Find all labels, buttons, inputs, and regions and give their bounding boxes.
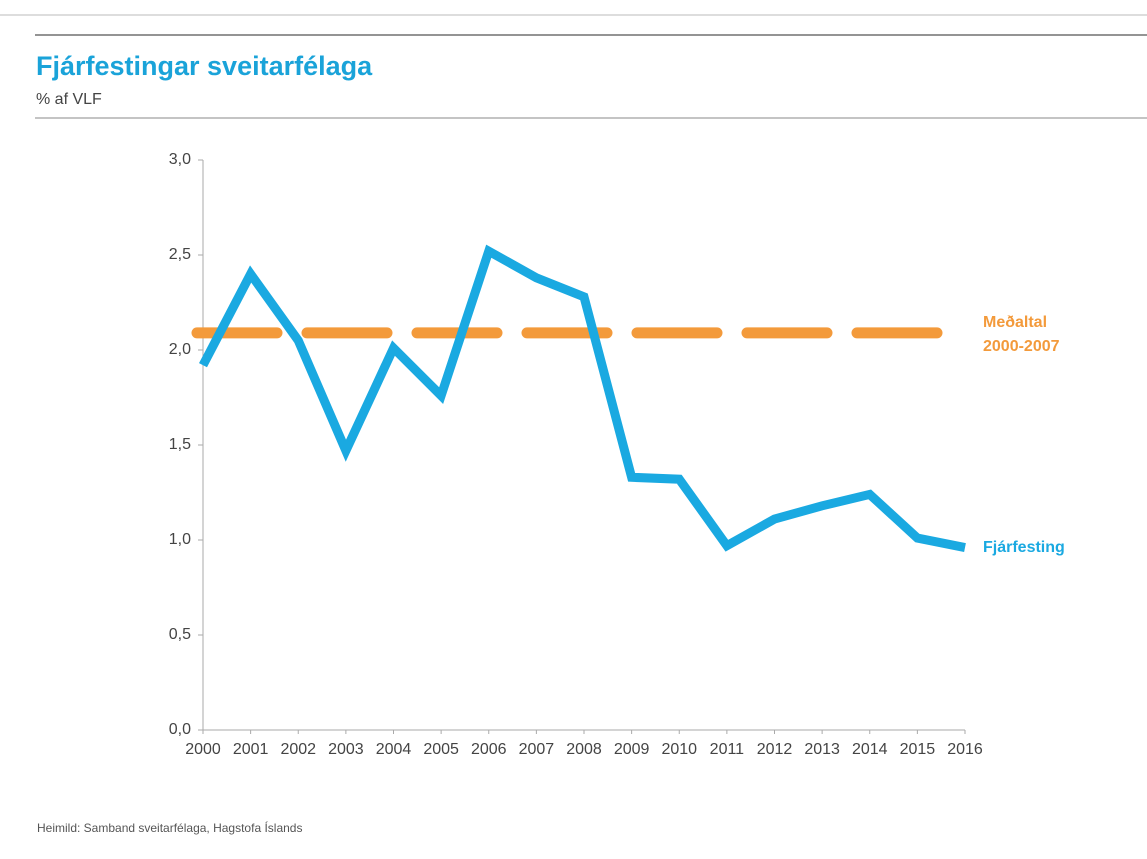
- x-tick-label: 2010: [661, 741, 697, 758]
- chart-title: Fjárfestingar sveitarfélaga: [36, 51, 373, 81]
- x-tick-label: 2013: [804, 741, 840, 758]
- x-tick-label: 2006: [471, 741, 507, 758]
- y-tick-label: 2,0: [169, 341, 191, 358]
- x-tick-label: 2011: [710, 741, 745, 758]
- y-tick-label: 0,5: [169, 626, 191, 643]
- x-tick-label: 2005: [423, 741, 459, 758]
- x-tick-label: 2016: [947, 741, 983, 758]
- x-tick-label: 2014: [852, 741, 888, 758]
- x-tick-label: 2000: [185, 741, 221, 758]
- series-label: Fjárfesting: [983, 539, 1065, 556]
- x-tick-label: 2008: [566, 741, 602, 758]
- y-tick-label: 1,0: [169, 531, 191, 548]
- x-tick-label: 2007: [519, 741, 555, 758]
- x-tick-label: 2003: [328, 741, 364, 758]
- data-line: [199, 244, 966, 553]
- x-tick-label: 2009: [614, 741, 650, 758]
- x-tick-label: 2012: [757, 741, 793, 758]
- chart-subtitle: % af VLF: [36, 91, 102, 108]
- average-label: Meðaltal: [983, 314, 1047, 331]
- y-tick-label: 0,0: [169, 721, 191, 738]
- average-label: 2000-2007: [983, 338, 1060, 355]
- x-tick-label: 2002: [280, 741, 316, 758]
- x-tick-label: 2004: [376, 741, 412, 758]
- source: Heimild: Samband sveitarfélaga, Hagstofa…: [37, 820, 302, 835]
- y-tick-label: 2,5: [169, 246, 191, 263]
- x-tick-label: 2015: [900, 741, 936, 758]
- y-tick-label: 3,0: [169, 151, 191, 168]
- x-tick-label: 2001: [233, 741, 269, 758]
- y-tick-label: 1,5: [169, 436, 191, 453]
